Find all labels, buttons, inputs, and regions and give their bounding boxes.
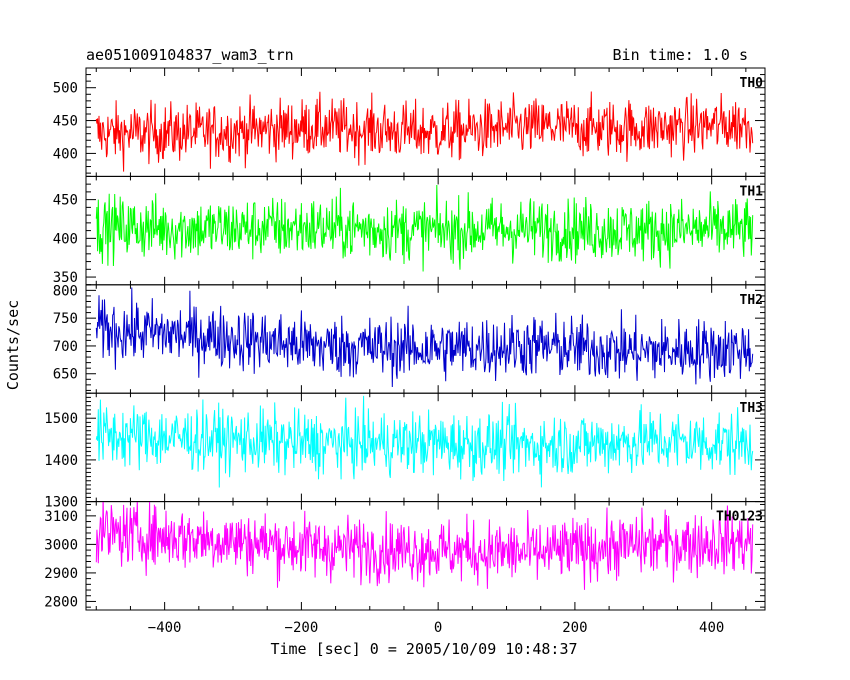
y-tick-label: 450: [53, 193, 78, 209]
panel-th1: 350 400 450 TH1: [53, 175, 766, 286]
panel-th3: 1300 1400 1500 TH3: [44, 392, 766, 511]
y-tick-label: 750: [53, 311, 78, 327]
series-th0123: [95, 501, 754, 590]
y-tick-label: 1300: [44, 495, 78, 511]
x-axis: −400 −200 0 200 400: [148, 620, 725, 636]
bin-time-label: Bin time: 1.0 s: [613, 46, 748, 64]
x-tick-label: 200: [562, 620, 587, 636]
y-tick-label: 700: [53, 339, 78, 355]
y-axis-label: Counts/sec: [4, 300, 22, 390]
y-tick-label: 450: [53, 114, 78, 130]
band-label-th1: TH1: [740, 184, 764, 199]
band-label-th2: TH2: [740, 293, 763, 308]
y-tick-label: 3000: [44, 537, 78, 553]
x-tick-label: 400: [699, 620, 724, 636]
y-tick-label: 1500: [44, 411, 78, 427]
x-axis-label: Time [sec] 0 = 2005/10/09 10:48:37: [270, 640, 577, 658]
x-tick-label: −400: [148, 620, 182, 636]
y-tick-label: 400: [53, 146, 78, 162]
y-tick-label: 3100: [44, 509, 78, 525]
panel-th2: 650 700 750 800 TH2: [53, 283, 766, 394]
y-tick-label: 350: [53, 270, 78, 286]
band-label-th0: TH0: [740, 76, 764, 91]
y-tick-label: 2800: [44, 594, 78, 610]
panel-th0: 400 450 500 TH0: [53, 67, 766, 177]
y-tick-label: 1400: [44, 453, 78, 469]
series-th0: [95, 91, 754, 172]
x-tick-label: 0: [434, 620, 442, 636]
chart-title: ae051009104837_wam3_trn: [86, 46, 294, 64]
series-th3: [95, 395, 754, 488]
band-label-th0123: TH0123: [716, 510, 763, 525]
y-tick-label: 500: [53, 81, 78, 97]
y-tick-label: 400: [53, 231, 78, 247]
y-tick-label: 2900: [44, 566, 78, 582]
y-tick-label: 650: [53, 367, 78, 383]
series-th2: [95, 287, 754, 388]
y-tick-label: 800: [53, 283, 78, 299]
panel-th0123: 2800 2900 3000 3100 TH0123: [44, 501, 766, 611]
x-tick-label: −200: [285, 620, 319, 636]
series-th1: [95, 184, 754, 272]
band-label-th3: TH3: [740, 401, 763, 416]
panels-group: 400 450 500 TH0 350 400 450 TH1 650 700 750 800 TH2 1…: [44, 67, 766, 611]
